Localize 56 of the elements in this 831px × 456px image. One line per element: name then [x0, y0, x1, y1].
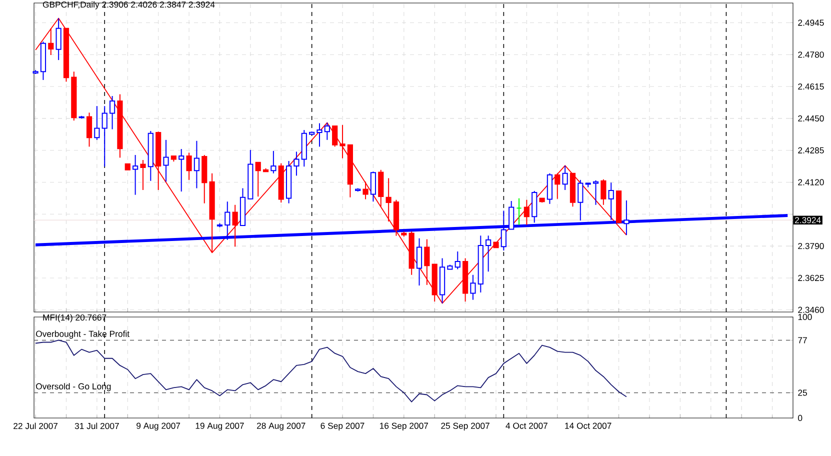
candlestick [301, 130, 307, 168]
x-tick-label: 9 Aug 2007 [136, 422, 180, 431]
candlestick [56, 18, 62, 61]
candlestick [439, 258, 446, 304]
candlestick [294, 151, 300, 176]
y-tick-label: 2.4615 [798, 83, 824, 90]
candlestick [48, 28, 54, 56]
candlestick [163, 139, 169, 182]
chart-title: GBPCHF,Daily 2.3906 2.4026 2.3847 2.3924 [42, 1, 215, 10]
candlestick [362, 181, 368, 200]
candlestick [562, 165, 568, 190]
candlestick [194, 140, 200, 189]
x-tick-label: 14 Oct 2007 [565, 422, 612, 429]
candlestick [109, 96, 116, 130]
candlestick [516, 198, 522, 226]
candlestick [102, 106, 108, 168]
ref-line-label: 2.3924 [795, 217, 821, 224]
line-series [35, 18, 627, 304]
candlestick [209, 172, 215, 254]
candlestick [478, 235, 484, 293]
candlestick [140, 160, 146, 190]
x-tick-label: 19 Aug 2007 [196, 422, 244, 431]
x-tick-label: 6 Sep 2007 [320, 422, 364, 431]
candlestick [340, 124, 346, 159]
y-tick-label: 2.4780 [798, 52, 824, 58]
y-tick-label: 2.4450 [798, 115, 824, 122]
candlestick [186, 152, 192, 180]
candlestick [386, 178, 392, 222]
candlestick [232, 204, 238, 248]
y-tick-label: 2.4285 [798, 147, 824, 154]
x-tick-label: 16 Sep 2007 [380, 422, 428, 431]
y-tick-label: 2.3460 [798, 306, 824, 313]
chart-title: MFI(14) 20.7667 [43, 314, 106, 322]
ref-line-label: Oversold - Go Long [36, 383, 111, 392]
ref-line-label: Overbought - Take Profit [36, 330, 130, 339]
candlestick [470, 274, 476, 300]
candlestick [324, 122, 330, 140]
y-tick-label: 100 [798, 314, 812, 320]
y-tick-label: 2.3790 [798, 242, 824, 250]
x-tick-label: 25 Sep 2007 [441, 422, 490, 431]
x-tick-label: 22 Jul 2007 [14, 422, 58, 430]
y-tick-label: 2.3625 [798, 274, 824, 282]
candlestick [286, 160, 292, 204]
candlestick [178, 148, 184, 192]
candlestick [486, 235, 492, 272]
candlestick [524, 199, 530, 226]
x-tick-label: 31 Jul 2007 [74, 422, 119, 430]
candlestick [132, 154, 138, 196]
candlestick [270, 150, 276, 174]
y-tick-label: 2.4120 [798, 179, 824, 186]
y-tick-label: 25 [798, 390, 807, 396]
y-tick-label: 0 [798, 414, 802, 422]
y-tick-label: 2.4945 [798, 20, 824, 26]
x-tick-label: 28 Aug 2007 [256, 422, 306, 431]
y-tick-label: 77 [798, 337, 807, 344]
x-tick-label: 4 Oct 2007 [506, 422, 548, 429]
